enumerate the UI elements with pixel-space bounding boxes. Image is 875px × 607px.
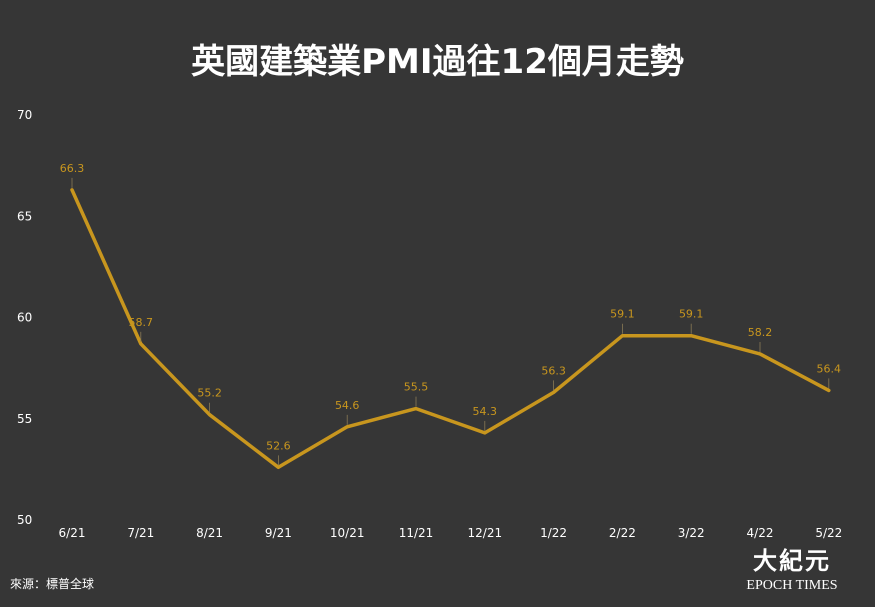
y-tick-label: 55 [17, 412, 32, 426]
x-tick-label: 3/22 [678, 526, 705, 540]
x-tick-label: 12/21 [468, 526, 503, 540]
x-tick-label: 1/22 [540, 526, 567, 540]
data-label: 58.2 [748, 326, 773, 339]
x-tick-label: 9/21 [265, 526, 292, 540]
data-label: 66.3 [60, 162, 85, 175]
logo-chinese-text: 大紀元 [753, 546, 831, 575]
data-labels: 66.3 58.7 55.2 52.6 54.6 55.5 54.3 56.3 59.1 59.1… [60, 162, 842, 466]
x-tick-label: 6/21 [59, 526, 86, 540]
x-tick-label: 5/22 [815, 526, 842, 540]
logo-english-text: EPOCH TIMES [746, 578, 838, 593]
epoch-times-logo: 大紀元 EPOCH TIMES [740, 548, 844, 600]
series-line [70, 188, 831, 470]
data-label: 52.6 [266, 439, 291, 452]
series-layer [70, 188, 831, 470]
x-tick-label: 11/21 [399, 526, 434, 540]
x-tick-label: 2/22 [609, 526, 636, 540]
data-label: 55.5 [404, 381, 429, 394]
y-tick-label: 65 [17, 209, 32, 223]
x-tick-label: 8/21 [196, 526, 223, 540]
data-label: 54.6 [335, 399, 360, 412]
source-note: 來源：標普全球 [10, 577, 95, 591]
x-tick-label: 10/21 [330, 526, 365, 540]
chart-title: 英國建築業PMI過往12個月走勢 [191, 42, 684, 82]
y-axis: 50 55 60 65 70 [17, 108, 32, 527]
x-tick-label: 7/21 [127, 526, 154, 540]
data-label: 59.1 [610, 308, 635, 321]
y-tick-label: 50 [17, 513, 32, 527]
data-label: 54.3 [473, 405, 498, 418]
data-label: 56.4 [817, 362, 842, 375]
y-tick-label: 70 [17, 108, 32, 122]
data-label: 58.7 [129, 316, 154, 329]
x-tick-label: 4/22 [747, 526, 774, 540]
data-label: 59.1 [679, 308, 704, 321]
data-label: 56.3 [541, 364, 566, 377]
y-tick-label: 60 [17, 311, 32, 325]
data-label: 55.2 [197, 387, 222, 400]
x-axis: 6/21 7/21 8/21 9/21 10/21 11/21 12/21 1/22 2/22 3… [59, 526, 843, 540]
